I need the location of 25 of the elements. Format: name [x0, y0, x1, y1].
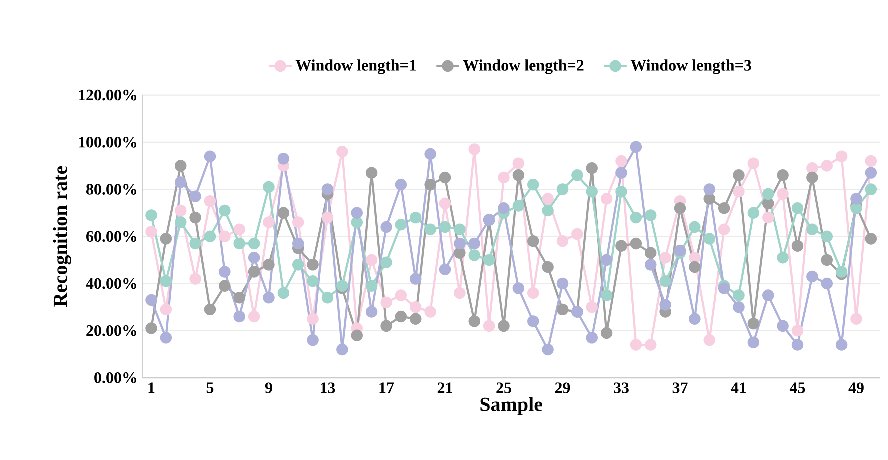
x-tick-label: 37 — [672, 382, 688, 394]
legend-label: Window length=2 — [463, 60, 584, 74]
x-axis-title: Sample — [480, 397, 542, 416]
legend-label: Window length=3 — [630, 60, 752, 74]
x-tick-label: 13 — [321, 382, 336, 394]
y-tick-label: 0.00% — [94, 372, 136, 384]
y-tick-label: 80.00% — [86, 184, 136, 195]
y-tick-label: 60.00% — [86, 231, 136, 242]
y-tick-label: 20.00% — [86, 325, 136, 336]
legend-label: Window length=1 — [296, 60, 416, 74]
y-tick-label: 120.00% — [79, 90, 136, 101]
x-tick-label: 33 — [614, 382, 629, 394]
x-tick-label: 17 — [380, 382, 394, 394]
x-tick-label: 45 — [790, 382, 806, 394]
y-axis-title: Recognition rate — [53, 166, 72, 308]
x-tick-label: 29 — [555, 382, 570, 394]
y-tick-label: 100.00% — [79, 137, 136, 148]
x-tick-label: 1 — [148, 382, 155, 394]
x-tick-label: 21 — [438, 382, 452, 394]
x-tick-label: 9 — [265, 382, 272, 394]
x-tick-label: 25 — [496, 382, 512, 394]
x-tick-label: 49 — [848, 382, 864, 394]
x-tick-label: 5 — [206, 382, 214, 394]
y-tick-label: 40.00% — [86, 278, 136, 290]
x-tick-label: 41 — [731, 382, 746, 394]
